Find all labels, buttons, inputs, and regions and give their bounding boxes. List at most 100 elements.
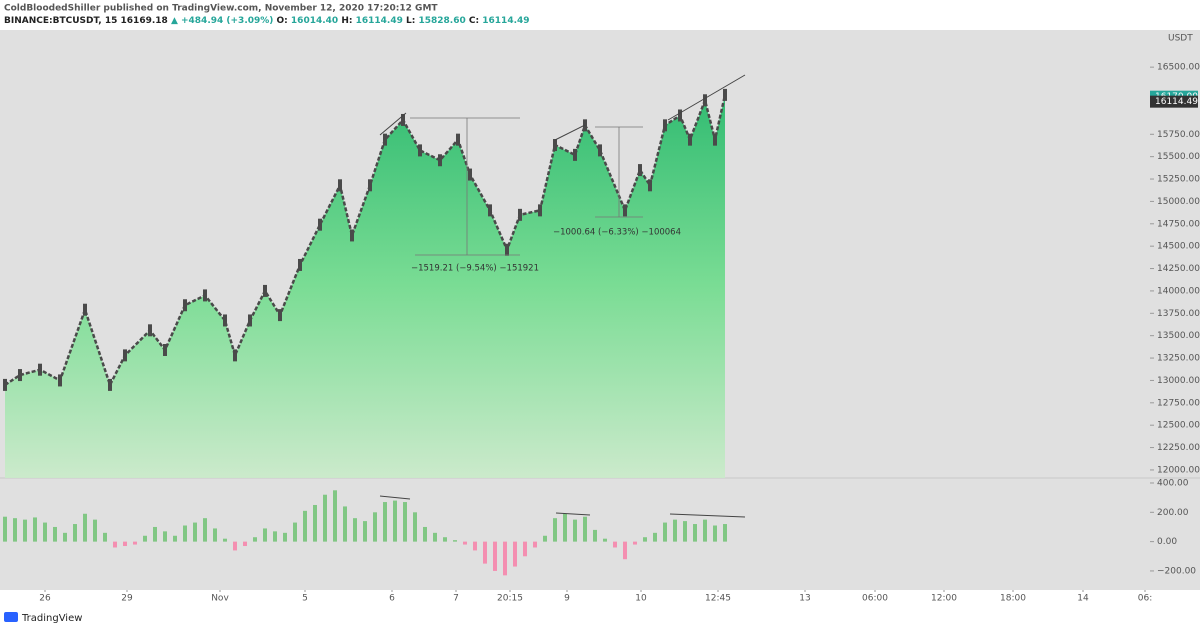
brick [83,303,87,316]
header-segment: L: [406,16,415,26]
y-tick-label: 12000.00 [1157,465,1200,475]
y-tick-label: 400.00 [1157,478,1189,488]
annotation: −1000.64 (−6.33%) −100064 [553,228,681,238]
histogram-bar [543,535,547,542]
histogram-bar [563,513,567,542]
histogram-bar [453,540,457,542]
histogram-bar [253,537,257,542]
brick [233,349,237,362]
histogram-bar [603,538,607,542]
brick [318,218,322,231]
brick [505,243,509,256]
brick [598,144,602,157]
header-segment: C: [469,16,479,26]
x-tick-label: 06: [1138,594,1152,604]
header-segment: 16014.40 [291,16,338,26]
x-tick-label: 14 [1077,594,1089,604]
histogram-bar [273,531,277,542]
brick [518,208,522,221]
y-tick-label: 0.00 [1157,537,1177,547]
trendline [379,495,411,500]
brand-logo [4,612,18,622]
brick [3,378,7,391]
trendline [379,112,407,136]
header-segment: BINANCE:BTCUSDT, 15 [4,16,117,26]
brick [678,109,682,122]
y-tick-label: 14500.00 [1157,242,1200,252]
trendline [554,124,586,141]
histogram-bar [283,532,287,542]
histogram-bar [523,541,527,557]
brick [298,258,302,271]
x-tick-label: 20:15 [497,594,523,604]
brick [350,229,354,242]
brick [488,204,492,217]
brick [148,324,152,337]
price-tag-label: 16114.49 [1155,97,1198,107]
histogram-bar [533,541,537,548]
brick [418,144,422,157]
histogram-bar [193,522,197,542]
brick [538,204,542,217]
y-tick-label: 15500.00 [1157,152,1200,162]
header-publisher: ColdBloodedShiller published on TradingV… [4,4,438,14]
y-tick-label: 15000.00 [1157,197,1200,207]
price-tag [1150,95,1198,108]
y-tick-label: 200.00 [1157,508,1189,518]
brick [648,179,652,192]
histogram-bar [123,541,127,547]
histogram-bar [653,532,657,542]
histogram-bar [263,528,267,542]
y-tick-label: 13000.00 [1157,376,1200,386]
histogram-bar [593,529,597,542]
histogram-bar [203,518,207,542]
y-tick-label: 14750.00 [1157,219,1200,229]
histogram-bar [433,532,437,542]
brick [203,289,207,302]
histogram-bar [713,525,717,542]
header-quote: BINANCE:BTCUSDT, 15 16169.18 ▲ +484.94 (… [4,16,530,26]
header-segment: 16169.18 [121,16,168,26]
histogram-bar [303,510,307,542]
histogram-bar [373,512,377,542]
histogram-bar [183,525,187,542]
histogram-bar [233,541,237,551]
annotation: −1519.21 (−9.54%) −151921 [411,264,539,274]
histogram-bar [633,541,637,545]
y-tick-label: 15250.00 [1157,175,1200,185]
histogram-bar [723,524,727,542]
brick [183,299,187,312]
brick [18,369,22,382]
histogram-bar [43,522,47,542]
histogram-bar [353,518,357,542]
histogram-bar [663,522,667,542]
histogram-bar [73,524,77,542]
histogram-bar [3,516,7,542]
histogram-bar [13,518,17,542]
histogram-bar [363,521,367,542]
brick [623,204,627,217]
brick [573,148,577,161]
brick [383,133,387,146]
x-tick-label: 06:00 [862,594,888,604]
brick [108,378,112,391]
price-line [4,94,727,389]
brick [723,88,727,101]
y-tick-label: 16500.00 [1157,63,1200,73]
histogram-bar [413,512,417,542]
x-tick-label: 6 [389,594,395,604]
y-tick-label: 13500.00 [1157,331,1200,341]
histogram-bar [133,541,137,545]
x-tick-label: 29 [121,594,133,604]
histogram-bar [113,541,117,548]
histogram-bar [323,494,327,542]
histogram-bar [573,519,577,542]
brick [703,94,707,107]
histogram-bar [693,524,697,542]
histogram-bar [23,519,27,542]
histogram-bar [423,526,427,542]
x-tick-label: 18:00 [1000,594,1026,604]
brick [401,113,405,126]
histogram-bar [513,541,517,567]
